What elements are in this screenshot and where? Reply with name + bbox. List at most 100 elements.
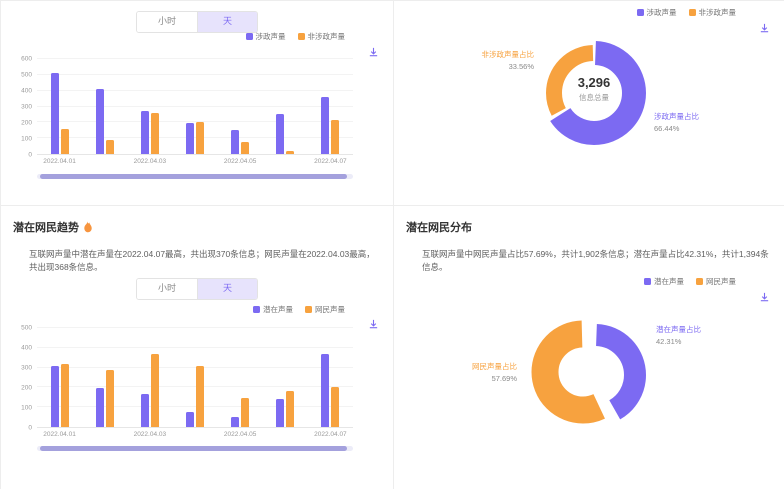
plot-area bbox=[37, 327, 353, 428]
callout-percent: 66.44% bbox=[654, 124, 680, 133]
bar-网民声量[interactable] bbox=[241, 398, 250, 427]
legend-item[interactable]: 涉政声量 bbox=[245, 31, 286, 42]
panel-bottom-distribution: 潜在网民分布 互联网声量中网民声量占比57.69%，共计1,902条信息；潜在声… bbox=[394, 206, 784, 489]
y-axis-label: 100 bbox=[21, 404, 32, 412]
legend-marker-orange bbox=[297, 33, 305, 40]
donut-chart-top: 3,296 信息总量 bbox=[519, 18, 669, 168]
x-axis-label: 2022.04.05 bbox=[223, 431, 257, 438]
download-icon[interactable] bbox=[368, 45, 379, 57]
gridline bbox=[37, 89, 353, 91]
bar-group bbox=[276, 59, 295, 154]
donut-slice-非涉政声量[interactable] bbox=[546, 45, 642, 141]
gridline bbox=[37, 386, 353, 388]
y-axis-label: 200 bbox=[21, 384, 32, 392]
y-axis: 0 100 200 300 400 500 600 bbox=[11, 55, 37, 159]
callout-label: 涉政声量占比 bbox=[654, 112, 699, 121]
x-axis-label: 2022.04.07 bbox=[314, 158, 347, 165]
bar-涉政声量[interactable] bbox=[231, 130, 240, 154]
bar-潜在声量[interactable] bbox=[231, 417, 240, 427]
donut-svg bbox=[531, 320, 646, 426]
bar-非涉政声量[interactable] bbox=[60, 128, 69, 154]
x-axis: 2022.04.01 2022.04.03 2022.04.05 2022.04.07 bbox=[37, 431, 353, 438]
flame-icon bbox=[84, 221, 92, 233]
legend-marker-purple bbox=[644, 278, 651, 285]
bar-涉政声量[interactable] bbox=[50, 73, 59, 154]
legend-item[interactable]: 网民声量 bbox=[696, 276, 736, 287]
y-axis-label: 100 bbox=[21, 135, 32, 143]
donut-callout-orange: 非涉政声量占比 33.56% bbox=[424, 49, 535, 73]
legend-item[interactable]: 潜在声量 bbox=[644, 276, 684, 287]
bar-group bbox=[140, 328, 159, 427]
chart-scrollbar-thumb[interactable] bbox=[40, 174, 347, 179]
gridline bbox=[37, 406, 353, 408]
bar-非涉政声量[interactable] bbox=[150, 112, 159, 154]
bar-group bbox=[140, 59, 159, 154]
legend-label: 网民声量 bbox=[315, 305, 345, 314]
bar-非涉政声量[interactable] bbox=[241, 142, 250, 154]
bar-潜在声量[interactable] bbox=[95, 388, 104, 427]
bar-非涉政声量[interactable] bbox=[195, 121, 204, 154]
download-icon[interactable] bbox=[759, 290, 770, 302]
bar-group bbox=[276, 328, 295, 427]
legend-item[interactable]: 网民声量 bbox=[305, 304, 345, 315]
toggle-hour-button[interactable]: 小时 bbox=[137, 12, 197, 32]
legend-item[interactable]: 非涉政声量 bbox=[688, 7, 736, 18]
bar-group bbox=[50, 328, 69, 427]
bar-非涉政声量[interactable] bbox=[331, 119, 340, 154]
legend-marker-purple bbox=[245, 33, 253, 40]
gridline bbox=[37, 121, 353, 123]
donut-chart-bottom bbox=[516, 298, 666, 448]
donut-slice-潜在声量[interactable] bbox=[544, 324, 646, 426]
bar-涉政声量[interactable] bbox=[140, 111, 149, 154]
bar-group bbox=[50, 59, 69, 154]
legend: 潜在声量 网民声量 bbox=[644, 276, 736, 287]
bar-潜在声量[interactable] bbox=[276, 399, 285, 427]
panel-title-text: 潜在网民趋势 bbox=[13, 222, 79, 234]
donut-slice-网民声量[interactable] bbox=[531, 320, 635, 424]
bar-潜在声量[interactable] bbox=[321, 353, 330, 427]
toggle-day-button[interactable]: 天 bbox=[197, 12, 257, 32]
y-axis-label: 600 bbox=[21, 55, 32, 63]
x-axis: 2022.04.01 2022.04.03 2022.04.05 2022.04.07 bbox=[37, 158, 353, 165]
gridline bbox=[37, 73, 353, 75]
toggle-hour-button[interactable]: 小时 bbox=[137, 279, 197, 299]
bar-潜在声量[interactable] bbox=[185, 412, 194, 427]
bar-涉政声量[interactable] bbox=[321, 97, 330, 154]
bar-涉政声量[interactable] bbox=[276, 113, 285, 154]
x-axis-label: 2022.04.01 bbox=[43, 431, 76, 438]
bar-网民声量[interactable] bbox=[195, 365, 204, 427]
bar-非涉政声量[interactable] bbox=[286, 150, 295, 154]
x-axis-label: 2022.04.05 bbox=[223, 158, 257, 165]
legend: 涉政声量 非涉政声量 bbox=[245, 31, 345, 42]
toggle-day-button[interactable]: 天 bbox=[197, 279, 257, 299]
donut-svg bbox=[542, 41, 646, 145]
bar-网民声量[interactable] bbox=[286, 391, 295, 427]
bar-网民声量[interactable] bbox=[150, 354, 159, 427]
bar-网民声量[interactable] bbox=[105, 369, 114, 427]
legend-item[interactable]: 非涉政声量 bbox=[297, 31, 345, 42]
bar-网民声量[interactable] bbox=[60, 363, 69, 427]
bar-非涉政声量[interactable] bbox=[105, 139, 114, 154]
legend-item[interactable]: 涉政声量 bbox=[636, 7, 677, 18]
legend-marker-orange bbox=[696, 278, 703, 285]
x-axis-label bbox=[263, 431, 308, 438]
panel-top-trend: 小时 天 涉政声量 非涉政声量 0 100 200 300 400 500 600 2022… bbox=[1, 1, 394, 206]
bar-涉政声量[interactable] bbox=[95, 89, 104, 154]
legend-label: 潜在声量 bbox=[263, 305, 293, 314]
donut-slice-涉政声量[interactable] bbox=[542, 41, 646, 145]
chart-scrollbar-thumb[interactable] bbox=[40, 446, 347, 451]
download-icon[interactable] bbox=[759, 21, 770, 33]
gridline bbox=[37, 327, 353, 328]
download-icon[interactable] bbox=[368, 317, 379, 329]
chart-scrollbar bbox=[37, 446, 353, 451]
x-axis-label: 2022.04.03 bbox=[133, 158, 167, 165]
bar-网民声量[interactable] bbox=[331, 387, 340, 427]
legend-item[interactable]: 潜在声量 bbox=[253, 304, 293, 315]
bar-潜在声量[interactable] bbox=[140, 394, 149, 427]
x-axis-label bbox=[263, 158, 308, 165]
gridline bbox=[37, 346, 353, 348]
bar-涉政声量[interactable] bbox=[185, 123, 194, 154]
bar-潜在声量[interactable] bbox=[50, 365, 59, 427]
callout-label: 网民声量占比 bbox=[472, 362, 517, 371]
